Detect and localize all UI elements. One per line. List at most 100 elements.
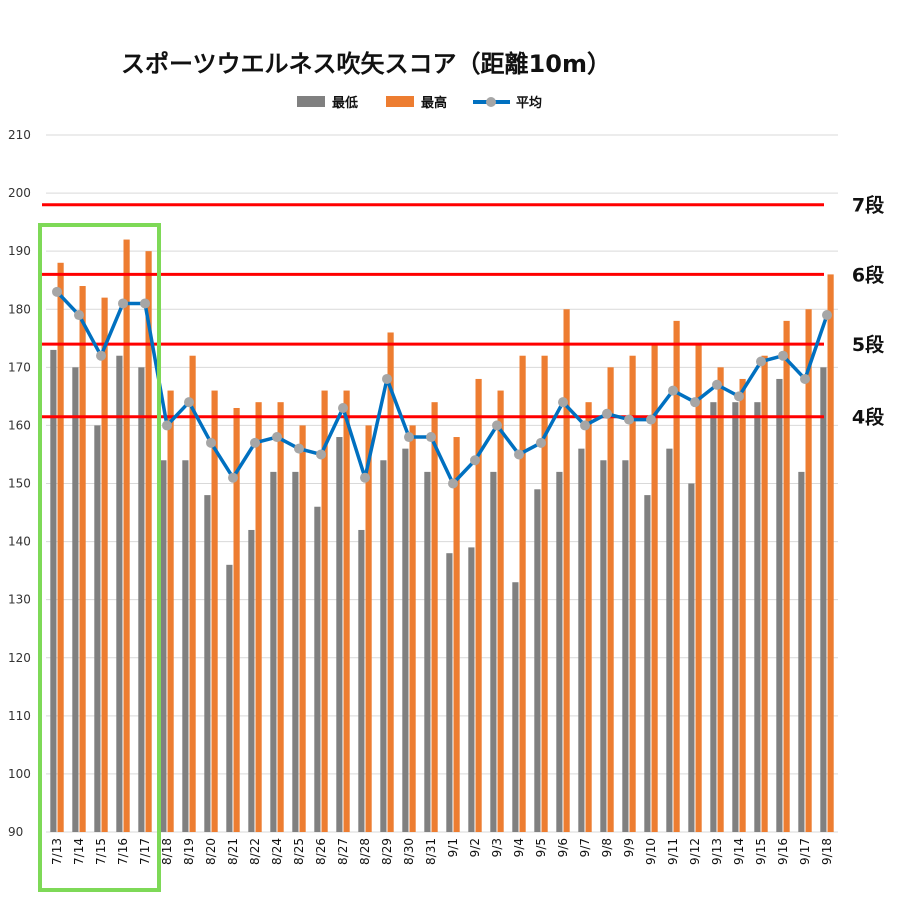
y-tick-label: 120 [8,651,31,665]
average-point [514,449,524,460]
y-tick-label: 110 [8,709,31,723]
bar-min [600,460,607,832]
average-point [338,402,348,413]
bar-min [710,402,717,832]
rank-label: 4段 [852,406,885,429]
average-point [250,437,260,448]
bar-max [211,390,218,832]
x-tick-label: 9/15 [754,838,768,865]
x-tick-label: 9/6 [556,838,570,857]
average-point [448,478,458,489]
bar-max [607,367,614,832]
average-point [294,443,304,454]
gridlines [46,134,838,833]
bar-min [754,402,761,832]
average-point [800,373,810,384]
x-tick-label: 9/18 [820,838,834,865]
bar-min [248,529,255,832]
x-tick-label: 8/20 [204,838,218,865]
bar-min [402,448,409,832]
bar-max [563,309,570,832]
x-tick-label: 8/18 [160,838,174,865]
highlight-rect [38,223,161,892]
bar-min [798,471,805,832]
x-tick-label: 8/28 [358,838,372,865]
bar-max [343,390,350,832]
x-tick-label: 8/21 [226,838,240,865]
bar-max [123,239,130,833]
average-point [602,408,612,419]
bar-min [270,471,277,832]
bar-max [101,297,108,833]
y-axis-ticks: 90 100 110 120 130 140 150 160 170 180 190 200 210 [8,128,31,839]
average-point [690,397,700,408]
x-tick-label: 9/17 [798,838,812,865]
x-tick-label: 9/10 [644,838,658,865]
average-point [778,350,788,361]
bar-min [314,506,321,832]
x-tick-label: 8/24 [270,838,284,865]
average-point [162,420,172,431]
x-tick-label: 7/17 [138,838,152,865]
bar-max [805,309,812,832]
bar-max [783,320,790,832]
average-point [734,391,744,402]
y-tick-label: 200 [8,186,31,200]
bar-max [827,274,834,832]
average-point [52,286,62,297]
rank-label: 6段 [852,263,885,286]
legend-label-min: 最低 [332,95,358,111]
bar-max [717,367,724,832]
average-point [756,356,766,367]
x-tick-label: 8/30 [402,838,416,865]
bar-min [468,547,475,832]
x-tick-label: 8/26 [314,838,328,865]
bar-min [446,553,453,832]
x-tick-label: 7/14 [72,838,86,865]
legend-label-max: 最高 [421,95,447,111]
rank-label: 5段 [852,333,885,356]
y-tick-label: 90 [8,825,23,839]
bar-min [182,460,189,832]
bar-max [277,402,284,832]
bar-min [160,460,167,832]
bar-min [578,448,585,832]
x-tick-label: 9/9 [622,838,636,857]
legend-item-min: 最低 [297,95,358,111]
y-tick-label: 210 [8,128,31,142]
x-tick-label: 9/4 [512,838,526,857]
bar-min [204,495,211,832]
bar-max [761,355,768,832]
average-point [118,298,128,309]
bar-max [255,402,262,832]
x-axis-ticks: 7/13 7/14 7/15 7/16 7/17 8/18 8/19 8/20 8/21 8/22… [50,838,834,865]
bar-max [299,425,306,832]
average-point [668,385,678,396]
bar-max [365,425,372,832]
bar-min [226,564,233,832]
average-point [360,472,370,483]
average-point [536,437,546,448]
bar-max [497,390,504,832]
average-point [184,397,194,408]
x-tick-label: 9/1 [446,838,460,857]
x-tick-label: 7/16 [116,838,130,865]
rank-lines: 7段 6段 5段 4段 [42,194,885,429]
rank-label: 7段 [852,194,885,217]
bar-max [739,378,746,832]
bars [50,239,834,833]
bar-max [409,425,416,832]
average-point [470,455,480,466]
bar-max [629,355,636,832]
average-point [646,414,656,425]
average-point [712,379,722,390]
average-point [404,432,414,443]
bar-max [585,402,592,832]
x-tick-label: 9/3 [490,838,504,857]
average-point [580,420,590,431]
bar-max [79,286,86,832]
y-tick-label: 100 [8,767,31,781]
x-tick-label: 9/13 [710,838,724,865]
average-point [624,414,634,425]
